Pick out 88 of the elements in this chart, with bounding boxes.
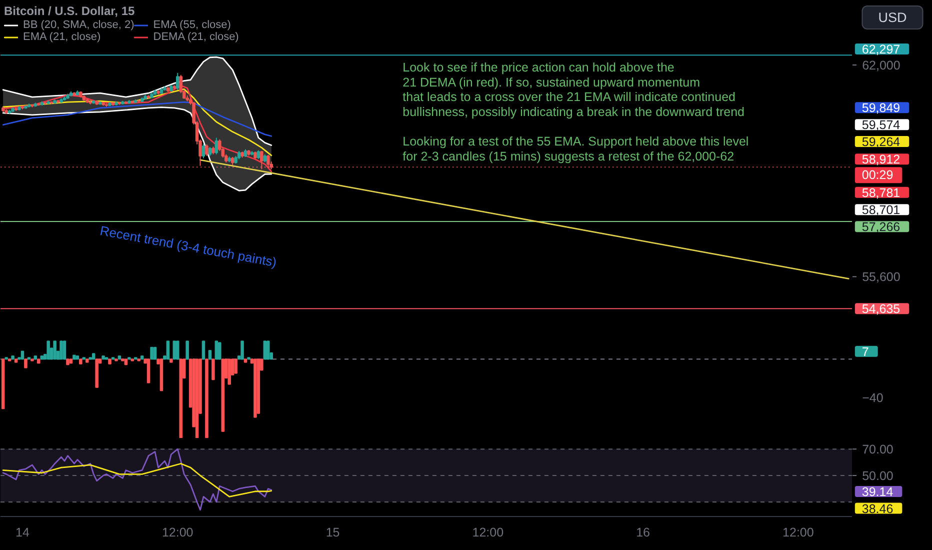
bar [228,358,231,385]
bar [218,342,222,360]
bar [195,358,199,438]
bar [150,346,154,360]
text: 7 [862,344,869,359]
x-tick-label: 12:00 [782,526,814,540]
bar [214,340,218,360]
bar [186,340,189,360]
y-tick-label: 55,600 [862,270,900,284]
ref-line-label: 54,635 [862,302,900,316]
bar [66,358,70,366]
text: 58,701 [862,203,900,218]
text: 58,781 [862,186,900,200]
candlestick [205,144,208,156]
bar [69,358,73,364]
bar [202,340,206,360]
x-tick-label: 12:00 [162,526,194,540]
candlestick [202,143,206,159]
bar [160,358,164,392]
annotation: Recent trend (3-4 touch paints) [98,222,278,270]
legend-label: BB (20, SMA, close, 2) [23,19,134,31]
candlestick [260,150,264,170]
bar [85,358,89,363]
bar [108,358,112,364]
bar [24,358,28,368]
bar [46,340,50,360]
bar [76,356,80,360]
bar [37,358,40,364]
text: 59,574 [862,118,900,132]
x-tick-label: 15 [326,526,340,540]
bar [14,358,18,363]
candlestick [214,137,218,155]
bar [240,340,244,360]
ref-line-label: 58,912 00:29 [862,152,900,182]
bar [205,358,208,438]
bar [254,358,257,418]
x-tick-label: 12:00 [472,526,504,540]
bar [72,354,76,360]
legend-label: DEMA (21, close) [153,31,239,43]
chart-title: Bitcoin / U.S. Dollar, 15 [4,4,136,18]
text: −40 [862,391,884,406]
text: USD [878,10,907,25]
bar [124,358,128,366]
legend-label: EMA (55, close) [153,19,231,31]
bar [221,358,225,432]
bar [118,356,122,360]
candlestick [266,154,270,169]
bar [102,356,105,360]
text: 59,264 [862,135,900,150]
bar [92,353,96,360]
bar [208,350,212,360]
bar [256,358,260,414]
bar [53,340,56,360]
text: Look to see if the price action can hold above the 21 DEMA (in red). If so, sustained upward momentum that leads to a cross over the 21 EMA will indicate continued bullishness, possibly indicating a break in the downward trend Looking for a test of the 55 EMA. Support held above this level for 2-3 candles (15 mins) suggests a retest of the 62,000-62 [402,60,749,164]
bar [20,350,24,360]
bar [179,358,182,438]
legend-label: EMA (21, close) [23,31,101,43]
bar [263,340,267,360]
bar [79,358,82,364]
y-tick-label: 62,000 [862,58,900,72]
bar [40,356,44,360]
bar [212,358,215,380]
text: 38.46 [862,502,894,516]
ref-line-label: 57,266 [862,220,900,234]
bar [170,358,173,363]
text: 39.14 [862,485,894,500]
x-tick-label: 16 [636,526,650,540]
bar [266,340,270,360]
bar [172,340,176,360]
bar [166,340,170,360]
bar [1,358,5,410]
bar [60,340,63,360]
bar [140,356,144,360]
bar [62,340,66,360]
bar [146,358,150,384]
bar [234,358,238,374]
bar [153,346,157,360]
candlestick [176,72,180,90]
bar [176,340,180,360]
bar [11,356,14,360]
y-tick-label: 70.00 [862,442,894,457]
text: 59,849 [862,101,900,116]
bar [244,358,248,363]
bar [95,358,98,388]
x-tick-label: 14 [16,526,30,540]
y-tick-label: 50.00 [862,469,894,484]
ref-line-label: 62,297 [862,42,900,56]
bar [34,356,38,360]
